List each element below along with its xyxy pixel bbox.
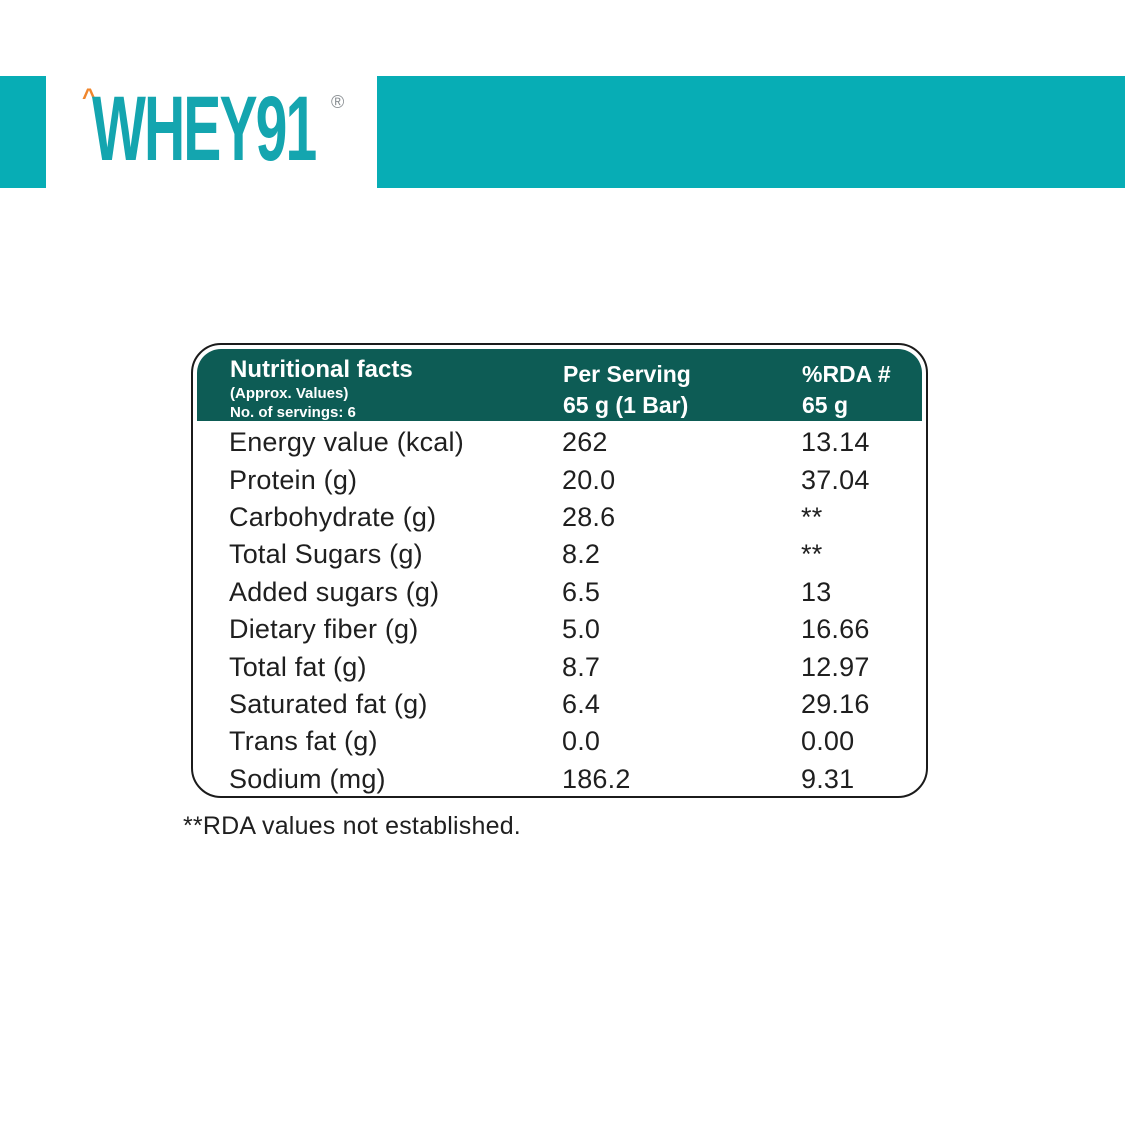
per-serving-label: Per Serving [563, 361, 691, 387]
nutrient-label: Protein (g) [229, 464, 358, 495]
rda-value: 0.00 [801, 726, 855, 757]
rda-label: %RDA # [802, 361, 891, 387]
rda-column-header: %RDA # 65 g [802, 357, 922, 422]
table-row: Sodium (mg) 186.2 9.31 [229, 761, 926, 796]
teal-band-right [377, 76, 1125, 188]
per-serving-value: 262 [562, 427, 608, 458]
table-subtitle: (Approx. Values) [230, 385, 349, 403]
table-title: Nutritional facts [230, 356, 413, 383]
table-row: Saturated fat (g) 6.4 29.16 [229, 686, 926, 723]
rda-value: 37.04 [801, 464, 870, 495]
table-row: Energy value (kcal) 262 13.14 [229, 424, 926, 461]
per-serving-value: 0.0 [562, 726, 601, 757]
nutrient-label: Carbohydrate (g) [229, 501, 437, 532]
table-row: Trans fat (g) 0.0 0.00 [229, 723, 926, 760]
nutrient-label: Saturated fat (g) [229, 688, 428, 719]
table-row: Added sugars (g) 6.5 13 [229, 574, 926, 611]
header-left-cell: Nutritional facts (Approx. Values) No. o… [230, 357, 563, 422]
rda-value: 9.31 [801, 763, 855, 794]
rda-value: 12.97 [801, 651, 870, 682]
table-row: Total Sugars (g) 8.2 ** [229, 536, 926, 573]
nutrition-table: Nutritional facts (Approx. Values) No. o… [191, 343, 928, 798]
per-serving-value: 5.0 [562, 614, 601, 645]
per-serving-amount: 65 g (1 Bar) [563, 392, 689, 419]
logo-caret-mark: ^ [82, 84, 97, 111]
per-serving-value: 20.0 [562, 464, 616, 495]
table-body: Energy value (kcal) 262 13.14 Protein (g) 20… [193, 421, 926, 796]
table-row: Protein (g) 20.0 37.04 [229, 461, 926, 498]
nutrient-label: Trans fat (g) [229, 726, 378, 757]
nutrient-label: Sodium (mg) [229, 763, 386, 794]
rda-amount: 65 g [802, 392, 849, 419]
table-row: Carbohydrate (g) 28.6 ** [229, 499, 926, 536]
nutrient-label: Dietary fiber (g) [229, 614, 419, 645]
nutrient-label: Total Sugars (g) [229, 539, 423, 570]
rda-value: ** [801, 501, 823, 532]
teal-band-left [0, 76, 46, 188]
servings-count: No. of servings: 6 [230, 403, 356, 421]
brand-logo: ^ WHEY91 ® [80, 78, 370, 184]
table-row: Total fat (g) 8.7 12.97 [229, 648, 926, 685]
rda-value: ** [801, 539, 823, 570]
nutrient-label: Added sugars (g) [229, 576, 440, 607]
per-serving-value: 6.5 [562, 576, 601, 607]
per-serving-value: 8.7 [562, 651, 601, 682]
per-serving-value: 8.2 [562, 539, 601, 570]
table-header: Nutritional facts (Approx. Values) No. o… [197, 349, 922, 421]
rda-value: 13 [801, 576, 832, 607]
rda-value: 29.16 [801, 688, 870, 719]
per-serving-value: 186.2 [562, 763, 631, 794]
rda-value: 16.66 [801, 614, 870, 645]
per-serving-value: 6.4 [562, 688, 601, 719]
per-serving-column-header: Per Serving 65 g (1 Bar) [563, 357, 802, 422]
registered-trademark-symbol: ® [331, 92, 345, 112]
rda-value: 13.14 [801, 427, 870, 458]
nutrient-label: Total fat (g) [229, 651, 367, 682]
logo-wordmark: WHEY91 [92, 78, 317, 180]
nutrient-label: Energy value (kcal) [229, 427, 464, 458]
rda-footnote: **RDA values not established. [183, 812, 521, 840]
per-serving-value: 28.6 [562, 501, 616, 532]
table-row: Dietary fiber (g) 5.0 16.66 [229, 611, 926, 648]
